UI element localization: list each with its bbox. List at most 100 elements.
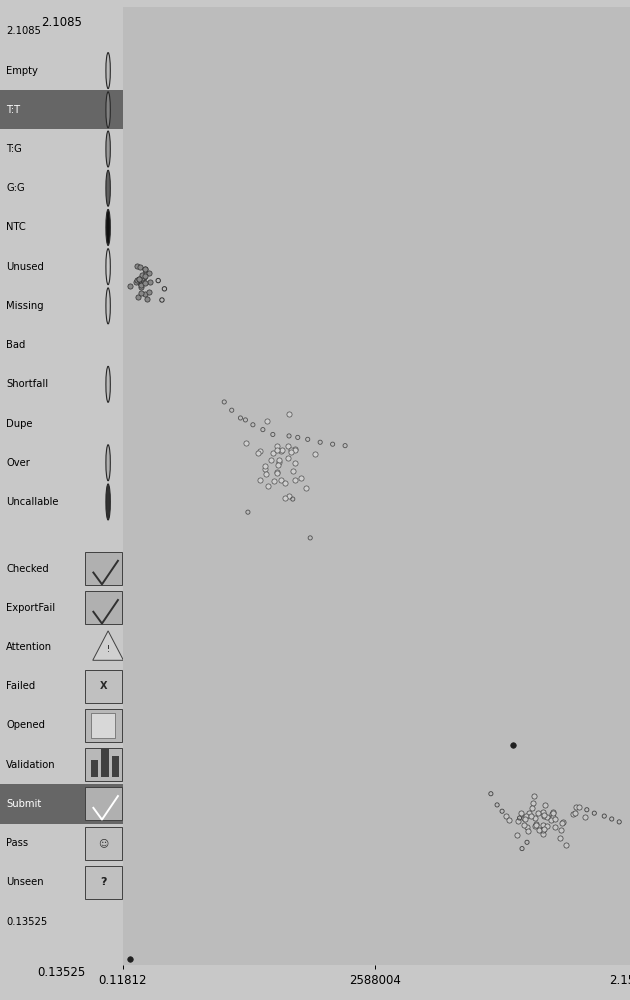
Point <box>542 818 552 834</box>
Point <box>283 450 293 466</box>
Point <box>558 814 568 830</box>
Point <box>293 429 303 445</box>
Point <box>273 457 284 473</box>
FancyBboxPatch shape <box>0 90 123 129</box>
Point <box>302 431 312 447</box>
Point <box>135 285 146 301</box>
Point <box>550 819 560 835</box>
FancyBboxPatch shape <box>85 748 122 781</box>
Circle shape <box>106 288 110 324</box>
Point <box>133 289 143 305</box>
Point <box>575 799 585 815</box>
Point <box>137 275 147 291</box>
Point <box>522 819 532 835</box>
Text: Dupe: Dupe <box>6 419 33 429</box>
FancyBboxPatch shape <box>85 709 122 742</box>
Point <box>548 805 558 821</box>
Point <box>614 814 624 830</box>
Point <box>290 441 300 457</box>
Point <box>134 271 144 287</box>
Point <box>301 480 311 496</box>
Point <box>268 426 278 442</box>
Point <box>153 273 163 289</box>
Point <box>253 445 263 461</box>
Point <box>137 270 147 286</box>
Point <box>570 805 580 821</box>
Point <box>272 438 282 454</box>
Point <box>140 261 151 277</box>
Point <box>519 810 529 826</box>
FancyBboxPatch shape <box>91 760 98 777</box>
Point <box>607 811 617 827</box>
Point <box>520 808 530 824</box>
Text: Shortfall: Shortfall <box>6 379 49 389</box>
Point <box>260 461 270 477</box>
Point <box>140 261 150 277</box>
Point <box>131 274 141 290</box>
Point <box>548 809 558 825</box>
Circle shape <box>106 209 110 245</box>
Circle shape <box>106 92 110 128</box>
Point <box>581 802 592 818</box>
Point <box>561 837 571 853</box>
Point <box>523 823 533 839</box>
Point <box>540 797 550 813</box>
Point <box>529 788 539 804</box>
Text: Uncallable: Uncallable <box>6 497 59 507</box>
Point <box>159 281 169 297</box>
FancyBboxPatch shape <box>91 713 115 738</box>
Point <box>290 442 300 458</box>
Circle shape <box>106 484 110 520</box>
Point <box>268 473 278 489</box>
Text: 0.13525: 0.13525 <box>37 966 86 978</box>
Point <box>290 455 300 471</box>
Point <box>589 805 599 821</box>
Point <box>568 806 578 822</box>
Point <box>125 278 135 294</box>
Point <box>139 269 149 285</box>
Point <box>139 286 149 302</box>
Point <box>144 265 154 281</box>
Point <box>258 422 268 438</box>
Text: Attention: Attention <box>6 642 52 652</box>
Point <box>241 412 251 428</box>
Point <box>144 284 154 300</box>
Text: Empty: Empty <box>6 66 38 76</box>
Point <box>512 827 522 843</box>
Point <box>539 807 549 823</box>
Point <box>503 812 513 828</box>
Point <box>285 442 295 458</box>
Point <box>305 530 315 546</box>
Point <box>497 803 507 819</box>
Point <box>284 428 294 444</box>
Point <box>519 817 529 833</box>
Point <box>274 452 284 468</box>
Point <box>534 822 544 838</box>
Point <box>538 822 548 838</box>
Point <box>580 809 590 825</box>
Text: ☺: ☺ <box>98 838 108 848</box>
Point <box>263 478 273 494</box>
Point <box>508 737 518 753</box>
Point <box>272 442 282 458</box>
Point <box>492 797 502 813</box>
Text: Unseen: Unseen <box>6 877 43 887</box>
Text: Over: Over <box>6 458 30 468</box>
Point <box>284 438 294 454</box>
Point <box>538 817 548 833</box>
Point <box>558 815 568 831</box>
FancyBboxPatch shape <box>85 866 122 899</box>
Point <box>528 795 538 811</box>
Text: Missing: Missing <box>6 301 43 311</box>
Point <box>547 806 557 822</box>
Point <box>261 466 271 482</box>
Point <box>315 434 325 450</box>
Point <box>538 826 548 842</box>
Circle shape <box>106 53 110 89</box>
Point <box>275 443 285 459</box>
Text: 0.13525: 0.13525 <box>6 917 47 927</box>
Circle shape <box>106 366 110 402</box>
Circle shape <box>106 445 110 481</box>
Text: Checked: Checked <box>6 564 49 574</box>
Point <box>280 475 290 491</box>
